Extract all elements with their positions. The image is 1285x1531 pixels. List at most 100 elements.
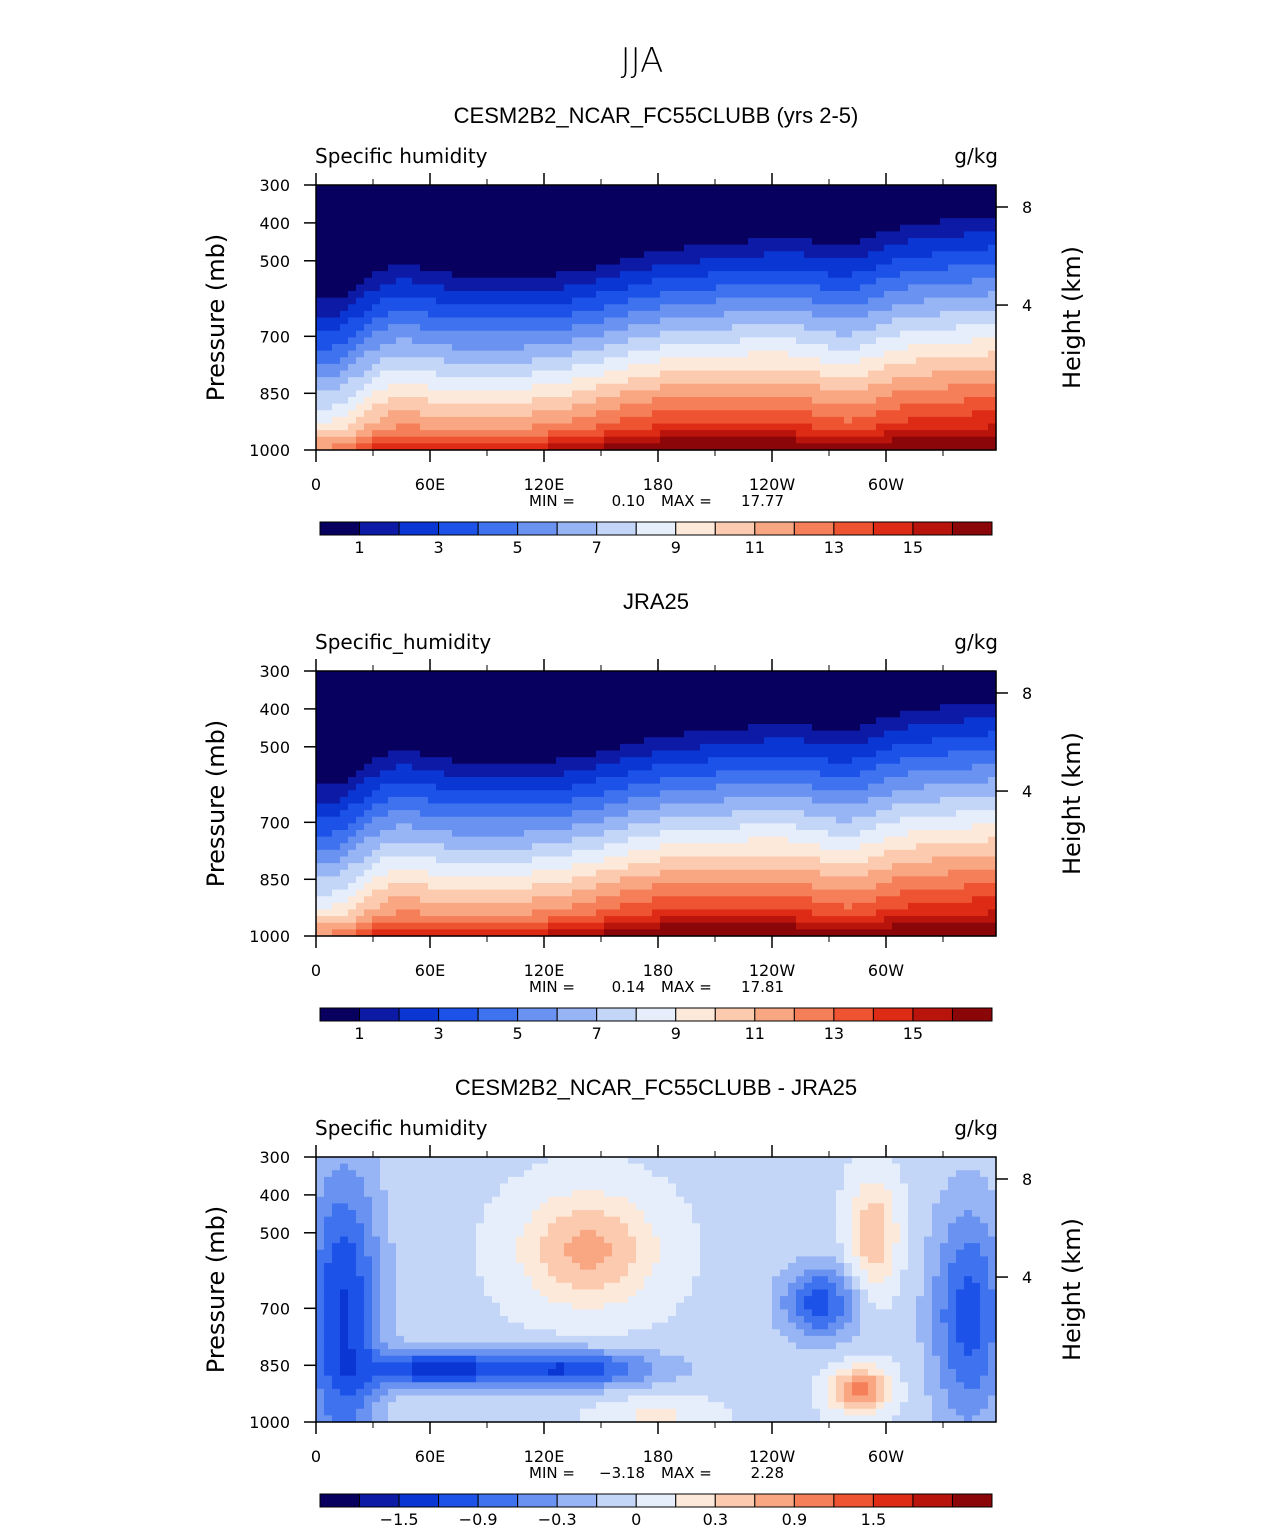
heatmap-cell (516, 297, 525, 305)
heatmap-cell (852, 684, 861, 692)
heatmap-cell (948, 291, 957, 299)
heatmap-cell (700, 317, 709, 325)
heatmap-cell (772, 363, 781, 372)
heatmap-cell (812, 271, 821, 279)
heatmap-cell (932, 370, 941, 378)
heatmap-cell (372, 737, 381, 745)
heatmap-cell (700, 224, 709, 232)
heatmap-cell (460, 238, 469, 246)
heatmap-cell (964, 204, 973, 213)
heatmap-cell (900, 330, 909, 338)
heatmap-cell (572, 710, 581, 718)
heatmap-cell (332, 357, 341, 365)
heatmap-cell (388, 777, 397, 785)
heatmap-cell (604, 416, 613, 425)
heatmap-cell (540, 757, 549, 765)
heatmap-cell (572, 684, 581, 692)
heatmap-cell (956, 416, 965, 425)
heatmap-cell (596, 423, 605, 431)
heatmap-cell (660, 271, 669, 279)
heatmap-cell (628, 671, 637, 679)
heatmap-cell (804, 757, 813, 765)
heatmap-cell (764, 370, 773, 378)
heatmap-cell (924, 763, 933, 771)
heatmap-cell (468, 410, 477, 418)
heatmap-cell (780, 185, 789, 193)
heatmap-cell (956, 717, 965, 725)
heatmap-cell (340, 291, 349, 299)
heatmap-cell (724, 264, 733, 272)
heatmap-cell (548, 377, 557, 385)
heatmap-cell (756, 697, 765, 705)
heatmap-cell (372, 271, 381, 279)
heatmap-cell (732, 704, 741, 712)
heatmap-cell (804, 277, 813, 285)
heatmap-cell (468, 377, 477, 385)
heatmap-cell (844, 710, 853, 718)
heatmap-cell (740, 370, 749, 378)
heatmap-cell (780, 757, 789, 765)
heatmap-cell (532, 317, 541, 325)
heatmap-cell (636, 383, 645, 391)
heatmap-cell (628, 690, 637, 699)
heatmap-cell (356, 697, 365, 705)
heatmap-cell (892, 730, 901, 738)
heatmap-cell (324, 185, 333, 193)
heatmap-cell (684, 416, 693, 425)
heatmap-cell (364, 231, 373, 239)
heatmap-cell (884, 737, 893, 745)
heatmap-cell (564, 337, 573, 345)
heatmap-cell (884, 257, 893, 266)
heatmap-cell (396, 363, 405, 372)
heatmap-cell (700, 724, 709, 732)
heatmap-cell (724, 410, 733, 418)
heatmap-cell (636, 430, 645, 438)
heatmap-cell (732, 710, 741, 718)
heatmap-cell (916, 310, 925, 319)
heatmap-cell (420, 257, 429, 266)
heatmap-cell (692, 397, 701, 405)
heatmap-cell (484, 344, 493, 352)
heatmap-cell (580, 717, 589, 725)
heatmap-cell (748, 344, 757, 352)
heatmap-cell (780, 291, 789, 299)
heatmap-cell (564, 297, 573, 305)
heatmap-cell (772, 430, 781, 438)
heatmap-cell (924, 257, 933, 266)
heatmap-cell (836, 777, 845, 785)
heatmap-cell (804, 403, 813, 411)
heatmap-cell (580, 244, 589, 252)
heatmap-cell (780, 677, 789, 685)
heatmap-cell (956, 344, 965, 352)
heatmap-cell (660, 277, 669, 285)
heatmap-cell (828, 737, 837, 745)
heatmap-cell (708, 717, 717, 725)
heatmap-cell (428, 224, 437, 232)
heatmap-cell (788, 436, 797, 444)
heatmap-cell (380, 410, 389, 418)
heatmap-cell (364, 370, 373, 378)
heatmap-cell (540, 224, 549, 232)
heatmap-cell (852, 377, 861, 385)
heatmap-cell (828, 690, 837, 699)
heatmap-cell (412, 697, 421, 705)
heatmap-cell (644, 257, 653, 266)
heatmap-cell (972, 211, 981, 219)
heatmap-cell (492, 344, 501, 352)
heatmap-cell (860, 257, 869, 266)
heatmap-cell (332, 704, 341, 712)
heatmap-cell (500, 324, 509, 332)
heatmap-cell (508, 211, 517, 219)
heatmap-cell (348, 737, 357, 745)
heatmap-cell (748, 763, 757, 771)
heatmap-cell (772, 677, 781, 685)
heatmap-cell (572, 390, 581, 398)
heatmap-cell (940, 264, 949, 272)
heatmap-cell (372, 697, 381, 705)
heatmap-cell (772, 717, 781, 725)
heatmap-cell (412, 436, 421, 444)
heatmap-cell (892, 757, 901, 765)
colorbar-swatch (556, 521, 598, 536)
heatmap-cell (404, 224, 413, 232)
heatmap-cell (988, 743, 997, 752)
